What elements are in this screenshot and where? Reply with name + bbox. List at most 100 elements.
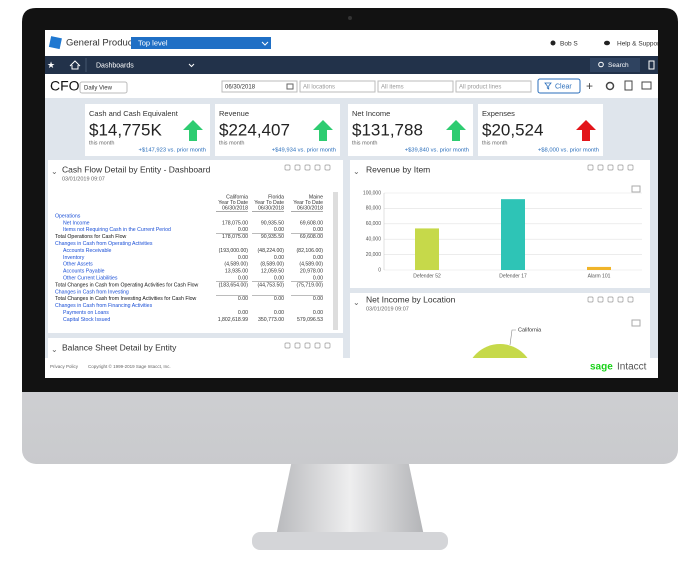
kpi-value: $131,788 (352, 120, 423, 139)
panel-tool-icon[interactable] (314, 164, 321, 171)
screen: General Product Top level Bob S Help & S… (45, 30, 661, 378)
row-label: Total Changes in Cash from Investing Act… (55, 296, 197, 302)
collapse-caret[interactable]: ⌄ (51, 167, 58, 176)
panel-tool-icon[interactable] (587, 164, 594, 171)
add-icon[interactable]: + (586, 79, 593, 93)
user-name[interactable]: Bob S (560, 41, 578, 48)
panel-tool-icon[interactable] (284, 342, 291, 349)
panel-tool-icon[interactable] (294, 164, 301, 171)
entity-label: Top level (138, 38, 168, 47)
panel-tool-icon[interactable] (324, 164, 331, 171)
collapse-caret[interactable]: ⌄ (353, 298, 360, 307)
cell-value: (193,000.00) (219, 248, 249, 254)
cell-value: 0.00 (274, 310, 284, 316)
print-icon[interactable] (641, 81, 652, 90)
kpi-period: this month (89, 140, 114, 146)
row-label[interactable]: Changes in Cash from Financing Activitie… (55, 303, 153, 309)
row-label[interactable]: Changes in Cash from Operating Activitie… (55, 241, 153, 247)
cell-value: 13,935.00 (225, 269, 248, 275)
filter-select[interactable] (455, 80, 532, 93)
scrollbar[interactable] (333, 192, 338, 330)
panel-tool-icon[interactable] (587, 296, 594, 303)
nav-section[interactable]: Dashboards (96, 62, 134, 69)
row-label[interactable]: Inventory (63, 255, 85, 261)
panel-tool-icon[interactable] (304, 342, 311, 349)
panel-tool-icon[interactable] (597, 164, 604, 171)
home-icon[interactable] (69, 60, 81, 70)
panel-tool-icon[interactable] (314, 342, 321, 349)
panel-tool-icon[interactable] (324, 342, 331, 349)
collapse-caret[interactable]: ⌄ (353, 167, 360, 176)
clear-button[interactable] (537, 78, 581, 94)
filter-select[interactable] (299, 80, 376, 93)
column-header: 06/30/2018 (258, 205, 284, 211)
filter-label: All locations (303, 85, 335, 91)
trend-arrow (313, 120, 333, 141)
cell-value: 0.00 (238, 255, 248, 261)
panel-tool-icon[interactable] (607, 296, 614, 303)
image-icon[interactable] (631, 319, 641, 327)
cell-value: 350,773.00 (258, 317, 284, 323)
cell-value: (44,753.50) (257, 282, 284, 288)
date-input[interactable] (221, 80, 298, 93)
privacy-link[interactable]: Privacy Policy (50, 364, 79, 369)
panel-tool-icon[interactable] (597, 296, 604, 303)
row-label[interactable]: Accounts Receivable (63, 248, 112, 254)
cell-value: 0.00 (238, 275, 248, 281)
filter-select[interactable] (377, 80, 454, 93)
settings-icon[interactable] (605, 81, 615, 91)
kpi-title: Net Income (352, 109, 390, 118)
date-label: 06/30/2018 (225, 85, 256, 91)
bar (415, 228, 439, 270)
panel-tool-icon[interactable] (617, 164, 624, 171)
calendar-icon (286, 83, 294, 90)
x-tick-label: Defender 52 (413, 273, 441, 279)
pie-label: California (518, 327, 542, 333)
panel-tool-icon[interactable] (284, 164, 291, 171)
star-icon[interactable]: ★ (47, 60, 55, 70)
cell-value: (82,106.00) (296, 248, 323, 254)
panel-tool-icon[interactable] (617, 296, 624, 303)
row-label[interactable]: Accounts Payable (63, 269, 105, 275)
row-label[interactable]: Other Current Liabilities (63, 275, 118, 281)
cell-value: 20,978.00 (300, 269, 323, 275)
trend-arrow (446, 120, 466, 141)
kpi-title: Cash and Cash Equivalent (89, 109, 179, 118)
trend-arrow (183, 120, 203, 141)
column-header: Year To Date (218, 200, 248, 206)
row-label[interactable]: Operations (55, 213, 81, 219)
entity-dropdown[interactable] (131, 37, 271, 49)
row-label[interactable]: Other Assets (63, 262, 93, 268)
filter-icon (544, 82, 552, 90)
view-select[interactable] (79, 81, 128, 94)
panel-tool-icon[interactable] (607, 164, 614, 171)
trend-arrow (576, 120, 596, 141)
kpi-change: +$39,840 vs. prior month (405, 148, 469, 154)
row-label[interactable]: Net Income (63, 220, 90, 226)
bookmark-icon[interactable] (648, 60, 655, 70)
search-box[interactable] (590, 58, 640, 72)
row-label[interactable]: Items not Requiring Cash in the Current … (63, 227, 171, 233)
copy-icon[interactable] (624, 80, 633, 91)
cell-value: 0.00 (238, 227, 248, 233)
panel-tool-icon[interactable] (294, 342, 301, 349)
y-tick-label: 100,000 (363, 190, 381, 196)
image-icon[interactable] (631, 185, 641, 193)
collapse-caret[interactable]: ⌄ (51, 345, 58, 354)
user-icon (550, 40, 556, 46)
help-link[interactable]: Help & Support (617, 41, 661, 48)
kpi-value: $20,524 (482, 120, 543, 139)
panel-tool-icon[interactable] (304, 164, 311, 171)
kpi-period: this month (352, 140, 377, 146)
cell-value: 0.00 (274, 275, 284, 281)
cell-value: 579,096.53 (297, 317, 323, 323)
row-label[interactable]: Payments on Loans (63, 310, 109, 316)
row-label[interactable]: Changes in Cash from Investing (55, 289, 129, 295)
row-label[interactable]: Capital Stock Issued (63, 317, 110, 323)
panel-tool-icon[interactable] (627, 296, 634, 303)
panel-timestamp: 03/01/2019 09:07 (62, 176, 105, 182)
cell-value: 69,608.00 (300, 220, 323, 226)
panel-tool-icon[interactable] (627, 164, 634, 171)
row-label: Total Operations for Cash Flow (55, 234, 126, 240)
